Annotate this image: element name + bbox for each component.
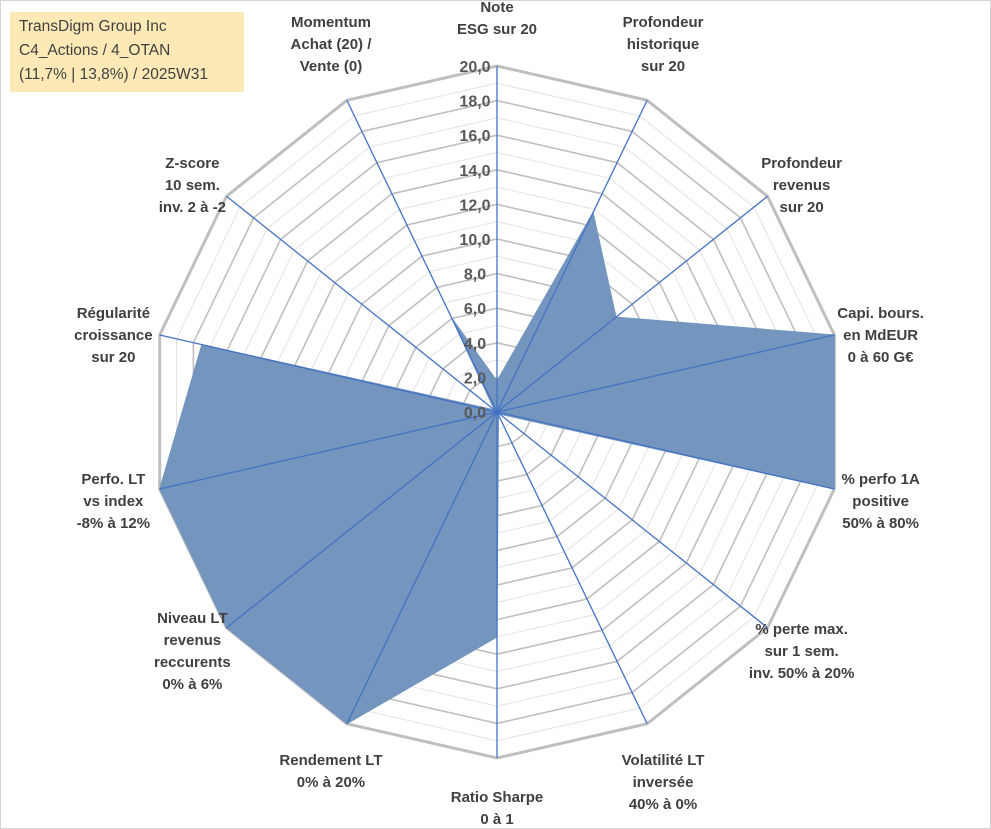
radial-tick-label: 12,0: [459, 197, 490, 214]
category-label: Profondeur historique sur 20: [623, 14, 704, 75]
radial-tick-labels: 0,0 2,0 4,0 6,0 8,0 10,0 12,0 14,0 16,0 18,0 20,0: [459, 59, 490, 422]
axis-spoke: [159, 411, 498, 490]
category-label-line: Volatilité LT: [622, 752, 705, 769]
category-label-line: 50% à 80%: [842, 515, 919, 532]
category-label-line: Capi. bours.: [837, 305, 924, 322]
category-labels: Note ESG sur 20 Profondeur historique sur 20…: [74, 0, 924, 828]
category-label: Capi. bours. en MdEUR 0 à 60 G€: [837, 305, 924, 366]
category-label-line: 0% à 6%: [162, 676, 222, 693]
axis-spoke: [496, 411, 648, 725]
category-label-line: Niveau LT: [157, 610, 228, 627]
radial-tick-label: 18,0: [459, 94, 490, 111]
category-label-line: reccurents: [154, 654, 231, 671]
axis-spoke: [496, 411, 768, 629]
category-label-line: 0 à 60 G€: [848, 349, 915, 366]
axis-spoke: [496, 99, 648, 413]
category-label-line: Ratio Sharpe: [451, 789, 544, 806]
category-label-line: Z-score: [165, 155, 219, 172]
category-label-line: ESG sur 20: [457, 21, 537, 38]
category-label-line: % perfo 1A: [841, 471, 920, 488]
category-label: Niveau LT revenus reccurents 0% à 6%: [154, 610, 231, 693]
axis-spoke: [496, 195, 768, 413]
category-label-line: croissance: [74, 327, 152, 344]
category-label-line: inv. 2 à -2: [159, 199, 226, 216]
category-label-line: Profondeur: [623, 14, 704, 31]
category-label-line: 10 sem.: [165, 177, 220, 194]
axis-spoke: [226, 411, 498, 629]
category-label: Note ESG sur 20: [457, 0, 537, 38]
radial-tick-label: 2,0: [464, 370, 486, 387]
category-label-line: Momentum: [291, 14, 371, 31]
category-label: Rendement LT 0% à 20%: [279, 752, 382, 791]
category-label: Volatilité LT inversée 40% à 0%: [622, 752, 705, 813]
axis-spoke: [159, 334, 498, 413]
axis-spoke: [496, 334, 835, 413]
category-label-line: Profondeur: [761, 155, 842, 172]
radial-tick-label: 8,0: [464, 267, 486, 284]
category-label: Momentum Achat (20) / Vente (0): [291, 14, 373, 75]
axis-spokes: [159, 66, 835, 758]
category-label: Régularité croissance sur 20: [74, 305, 152, 366]
radial-tick-label: 6,0: [464, 301, 486, 318]
title-line-stats: (11,7% | 13,8%) / 2025W31: [19, 66, 208, 83]
category-label-line: sur 1 sem.: [765, 643, 839, 660]
radial-tick-label: 10,0: [459, 232, 490, 249]
category-label-line: 0 à 1: [480, 811, 513, 828]
category-label-line: sur 20: [641, 58, 685, 75]
radial-tick-label: 4,0: [464, 336, 486, 353]
category-label-line: Vente (0): [300, 58, 363, 75]
category-label-line: Perfo. LT: [81, 471, 145, 488]
category-label: Ratio Sharpe 0 à 1: [451, 789, 544, 828]
axis-spoke: [346, 411, 498, 725]
category-label-line: sur 20: [91, 349, 135, 366]
category-label-line: revenus: [164, 632, 222, 649]
category-label-line: Achat (20) /: [291, 36, 373, 53]
chart-title-box: TransDigm Group Inc C4_Actions / 4_OTAN …: [10, 12, 244, 92]
category-label: % perfo 1A positive 50% à 80%: [841, 471, 920, 532]
category-label-line: sur 20: [780, 199, 824, 216]
category-label-line: 40% à 0%: [629, 796, 697, 813]
category-label-line: inversée: [633, 774, 694, 791]
category-label-line: positive: [852, 493, 909, 510]
title-line-category: C4_Actions / 4_OTAN: [19, 42, 171, 59]
category-label-line: % perte max.: [755, 621, 848, 638]
category-label-line: en MdEUR: [843, 327, 918, 344]
title-line-company: TransDigm Group Inc: [19, 18, 167, 35]
radial-tick-label: 14,0: [459, 163, 490, 180]
category-label-line: Rendement LT: [279, 752, 382, 769]
radial-tick-label: 16,0: [459, 128, 490, 145]
axis-spoke: [346, 99, 498, 413]
category-label-line: revenus: [773, 177, 831, 194]
category-label: % perte max. sur 1 sem. inv. 50% à 20%: [749, 621, 855, 682]
category-label-line: historique: [627, 36, 700, 53]
category-label: Perfo. LT vs index -8% à 12%: [77, 471, 150, 532]
category-label: Profondeur revenus sur 20: [761, 155, 842, 216]
radial-tick-label: 20,0: [459, 59, 490, 76]
category-label: Z-score 10 sem. inv. 2 à -2: [159, 155, 226, 216]
category-label-line: Régularité: [77, 305, 150, 322]
category-label-line: vs index: [83, 493, 144, 510]
category-label-line: inv. 50% à 20%: [749, 665, 855, 682]
axis-spoke: [496, 411, 835, 490]
category-label-line: -8% à 12%: [77, 515, 150, 532]
axis-spoke: [226, 195, 498, 413]
category-label-line: Note: [480, 0, 513, 16]
radial-tick-label: 0,0: [464, 405, 486, 422]
category-label-line: 0% à 20%: [297, 774, 365, 791]
